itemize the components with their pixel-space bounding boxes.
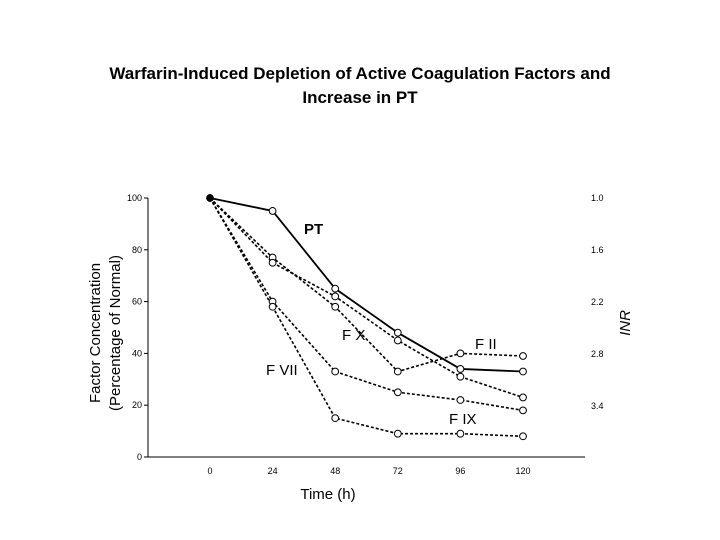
data-point-pt bbox=[519, 367, 527, 376]
data-point-fii bbox=[519, 352, 527, 360]
x-tick-label: 120 bbox=[515, 466, 530, 476]
data-point-fvii bbox=[519, 432, 527, 441]
x-tick-label: 48 bbox=[330, 466, 340, 476]
data-point-pt bbox=[268, 207, 277, 215]
data-point-pt bbox=[393, 328, 402, 337]
data-point-fx bbox=[268, 258, 277, 267]
data-point-fvii bbox=[393, 429, 402, 438]
y2-tick-label: 2.2 bbox=[591, 297, 604, 307]
series-label-fii: F II bbox=[475, 336, 497, 353]
series-line-fii bbox=[209, 197, 524, 373]
data-point-pt bbox=[206, 194, 214, 202]
series-line-fvii bbox=[209, 197, 524, 438]
y2-tick-label: 2.8 bbox=[591, 349, 604, 359]
x-axis-label: Time (h) bbox=[300, 486, 355, 503]
data-point-fvii bbox=[331, 414, 340, 423]
data-point-fix bbox=[519, 406, 527, 415]
y2-tick-label: 3.4 bbox=[591, 401, 604, 411]
data-point-fii bbox=[331, 302, 340, 311]
y-tick-label: 80 bbox=[132, 245, 142, 255]
data-point-fix bbox=[456, 396, 465, 404]
chart-title: Warfarin-Induced Depletion of Active Coa… bbox=[0, 62, 720, 110]
axes: 0 20 40 60 80 100 0 24 48 72 96 120 1.0 1.6 2.2 2.8 3.4 bbox=[127, 193, 604, 476]
y-tick-label: 100 bbox=[127, 193, 142, 203]
data-point-fvii bbox=[268, 302, 277, 311]
y2-tick-label: 1.0 bbox=[591, 193, 604, 203]
series-label-fvii: F VII bbox=[266, 362, 298, 379]
y-tick-label: 0 bbox=[137, 452, 142, 462]
y-tick-label: 40 bbox=[132, 348, 142, 358]
x-tick-label: 24 bbox=[268, 466, 278, 476]
series-layer bbox=[209, 197, 524, 438]
data-point-fix bbox=[331, 367, 340, 376]
x-tick-label: 0 bbox=[207, 466, 212, 476]
x-tick-label: 96 bbox=[455, 466, 465, 476]
y-axis-label-line-1: Factor Concentration bbox=[87, 263, 104, 403]
series-line-fix bbox=[209, 197, 524, 412]
data-point-pt bbox=[456, 365, 465, 373]
chart-title-line-2: Increase in PT bbox=[302, 88, 418, 107]
data-point-fii bbox=[456, 349, 465, 358]
y2-tick-label: 1.6 bbox=[591, 245, 604, 255]
series-label-fix: F IX bbox=[449, 411, 477, 428]
chart-title-line-1: Warfarin-Induced Depletion of Active Coa… bbox=[109, 64, 611, 83]
series-line-fx bbox=[209, 197, 524, 399]
data-point-fx bbox=[331, 292, 340, 301]
y-axis-label-line-2: (Percentage of Normal) bbox=[107, 255, 124, 411]
data-point-fii bbox=[393, 367, 402, 376]
series-label-fx: F X bbox=[342, 327, 365, 344]
data-point-fx bbox=[456, 372, 465, 381]
y-tick-label: 20 bbox=[132, 400, 142, 410]
y2-axis-label: INR bbox=[617, 310, 634, 336]
label-layer: Time (h) Factor Concentration (Percentag… bbox=[87, 221, 634, 503]
data-point-fx bbox=[519, 393, 527, 402]
data-point-fvii bbox=[456, 429, 465, 438]
data-point-pt bbox=[331, 284, 340, 293]
series-line-pt bbox=[209, 197, 524, 373]
y-tick-label: 60 bbox=[132, 297, 142, 307]
data-point-fix bbox=[393, 388, 402, 397]
data-point-fx bbox=[393, 336, 402, 345]
series-label-pt: PT bbox=[304, 221, 323, 238]
marker-layer bbox=[206, 194, 527, 441]
x-tick-label: 72 bbox=[393, 466, 403, 476]
